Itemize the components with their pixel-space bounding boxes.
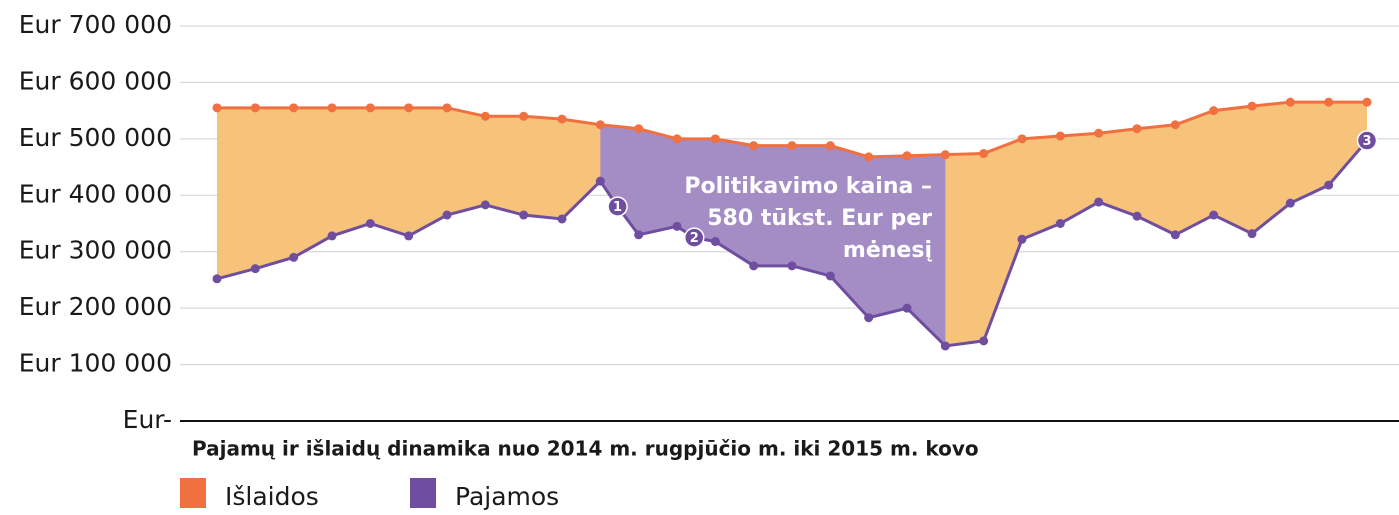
point — [1170, 120, 1180, 130]
point — [825, 141, 835, 151]
point — [289, 103, 299, 113]
y-tick-label: Eur 600 000 — [19, 66, 172, 95]
point — [327, 103, 337, 113]
point — [634, 230, 644, 240]
point — [557, 214, 567, 224]
y-tick-label: Eur- — [123, 405, 172, 434]
point — [1209, 106, 1219, 116]
point — [902, 303, 912, 313]
point — [825, 271, 835, 281]
highlight-text: mėnesį — [843, 238, 933, 263]
point — [1170, 230, 1180, 240]
point — [442, 103, 452, 113]
point — [365, 103, 375, 113]
point — [1324, 97, 1334, 107]
point — [250, 103, 260, 113]
point — [1132, 124, 1142, 134]
point — [1285, 198, 1295, 208]
point — [212, 103, 222, 113]
point — [672, 134, 682, 144]
point — [710, 134, 720, 144]
marker-label: 3 — [1362, 134, 1371, 149]
point — [519, 111, 529, 121]
point — [940, 341, 950, 351]
point — [1247, 101, 1257, 111]
point — [1055, 219, 1065, 228]
point — [289, 252, 299, 262]
legend-label: Pajamos — [455, 482, 559, 511]
point — [519, 210, 529, 220]
point — [634, 124, 644, 134]
point — [787, 261, 797, 271]
point — [1017, 234, 1027, 244]
point — [480, 200, 490, 210]
highlight-text: Politikavimo kaina – — [684, 174, 932, 199]
point — [327, 231, 337, 241]
marker — [607, 196, 628, 217]
legend-swatch — [410, 478, 436, 508]
y-tick-label: Eur 200 000 — [19, 292, 172, 321]
point — [864, 313, 874, 323]
point — [672, 221, 682, 231]
marker — [684, 227, 705, 248]
point — [404, 103, 414, 113]
point — [902, 151, 912, 161]
y-tick-label: Eur 100 000 — [19, 349, 172, 378]
highlight-area — [600, 124, 946, 346]
highlight-text: 580 tūkst. Eur per — [707, 206, 932, 231]
point — [979, 336, 989, 346]
y-tick-label: Eur 700 000 — [19, 10, 172, 39]
point — [710, 237, 720, 247]
point — [557, 114, 567, 124]
point — [749, 261, 759, 271]
point — [595, 120, 605, 130]
point — [1055, 131, 1065, 141]
point — [1017, 134, 1027, 144]
point — [749, 141, 759, 151]
point — [1362, 97, 1372, 107]
point — [404, 231, 414, 241]
point — [442, 210, 452, 220]
point — [365, 219, 375, 228]
point — [480, 111, 490, 121]
point — [1094, 197, 1104, 207]
point — [250, 264, 260, 274]
point — [1132, 211, 1142, 221]
marker-label: 1 — [613, 200, 622, 215]
legend-label: Išlaidos — [225, 482, 319, 511]
point — [940, 150, 950, 160]
point — [1247, 229, 1257, 239]
legend-swatch — [180, 478, 206, 508]
y-tick-label: Eur 400 000 — [19, 179, 172, 208]
point — [979, 149, 989, 159]
y-tick-label: Eur 300 000 — [19, 236, 172, 265]
point — [864, 152, 874, 162]
point — [212, 274, 222, 284]
marker-label: 2 — [690, 231, 699, 246]
point — [787, 141, 797, 151]
point — [1094, 128, 1104, 138]
caption: Pajamų ir išlaidų dinamika nuo 2014 m. r… — [192, 437, 979, 461]
point — [595, 176, 605, 186]
point — [1209, 210, 1219, 220]
point — [1324, 180, 1334, 190]
y-tick-label: Eur 500 000 — [19, 123, 172, 152]
marker — [1356, 130, 1378, 151]
point — [1285, 97, 1295, 107]
